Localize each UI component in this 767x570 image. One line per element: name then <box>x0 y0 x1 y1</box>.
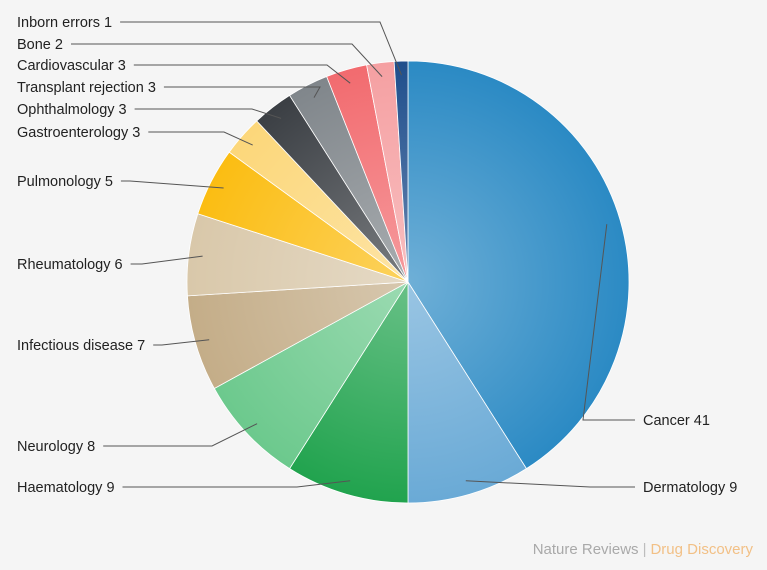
leader-line-gastroenterology <box>148 131 253 146</box>
leader-line-bone <box>71 43 383 77</box>
slice-label-bone: Bone 2 <box>17 37 63 53</box>
leader-line-pulmonology <box>120 180 224 189</box>
leaders-layer <box>71 21 635 488</box>
slice-label-cardiovascular: Cardiovascular 3 <box>17 58 126 74</box>
leader-line-inborn-errors <box>120 21 402 76</box>
leader-line-dermatology <box>465 480 635 488</box>
slices-layer <box>186 60 630 504</box>
leader-line-neurology <box>103 423 258 447</box>
leader-line-cardiovascular <box>133 64 351 84</box>
slice-label-pulmonology: Pulmonology 5 <box>17 174 113 190</box>
slice-label-infectious-disease: Infectious disease 7 <box>17 338 145 354</box>
slice-label-transplant-rejection: Transplant rejection 3 <box>17 80 156 96</box>
source-journal: Drug Discovery <box>650 541 753 558</box>
slice-label-dermatology: Dermatology 9 <box>643 480 737 496</box>
source-separator: | <box>642 541 647 558</box>
source-publisher: Nature Reviews <box>532 541 639 558</box>
leader-line-ophthalmology <box>134 108 282 119</box>
slice-label-neurology: Neurology 8 <box>17 439 95 455</box>
slice-label-haematology: Haematology 9 <box>17 480 115 496</box>
slice-label-ophthalmology: Ophthalmology 3 <box>17 102 127 118</box>
leader-line-rheumatology <box>130 255 203 265</box>
labels-layer: Cancer 41 Dermatology 9 Haematology 9 Neuro… <box>17 15 737 496</box>
slice-label-gastroenterology: Gastroenterology 3 <box>17 125 140 141</box>
leader-line-transplant-rejection <box>163 86 321 98</box>
slice-label-inborn-errors: Inborn errors 1 <box>17 15 112 31</box>
leader-line-cancer <box>582 224 635 421</box>
slice-label-cancer: Cancer 41 <box>643 413 710 429</box>
leader-line-haematology <box>122 480 351 488</box>
leader-line-infectious-disease <box>153 339 210 346</box>
source-credit: Nature Reviews | Drug Discovery <box>533 541 753 558</box>
slice-label-rheumatology: Rheumatology 6 <box>17 257 123 273</box>
